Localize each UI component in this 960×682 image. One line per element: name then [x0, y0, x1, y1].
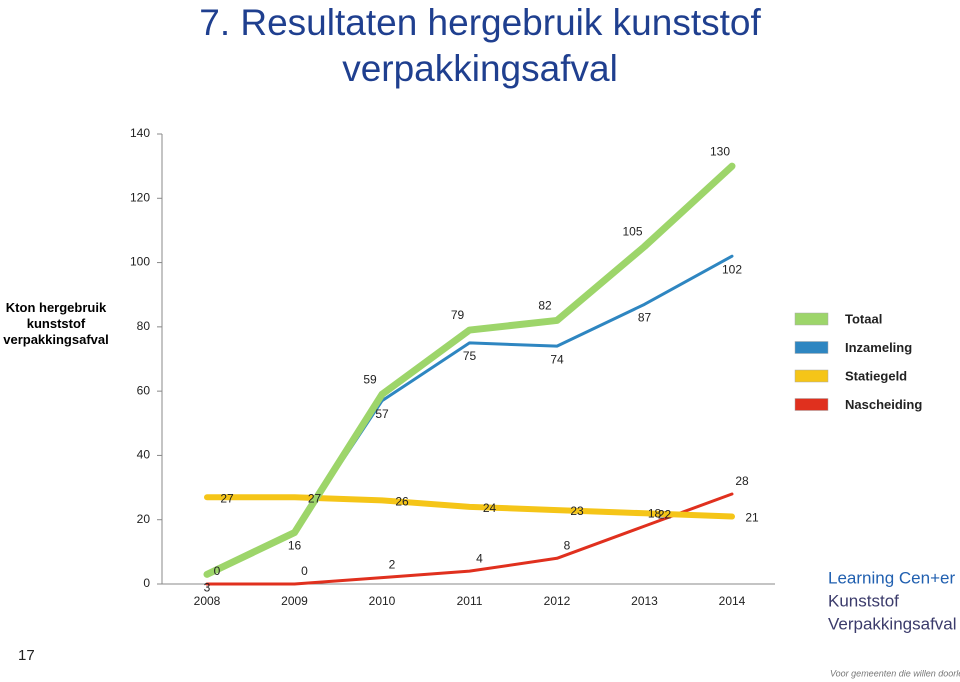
x-tick-label: 2008 — [194, 594, 221, 608]
logo-line: Learning Cen+er — [828, 568, 955, 587]
data-label: 130 — [710, 144, 730, 158]
y-tick-label: 140 — [130, 126, 150, 140]
y-tick-label: 20 — [137, 512, 151, 526]
legend-swatch — [794, 369, 829, 383]
x-tick-label: 2010 — [369, 594, 396, 608]
data-label: 0 — [301, 564, 308, 578]
slide-title: 7. Resultaten hergebruik kunststof verpa… — [199, 2, 761, 89]
data-label: 4 — [476, 551, 483, 565]
data-label: 3 — [204, 581, 211, 595]
data-label: 23 — [570, 504, 584, 518]
x-tick-label: 2009 — [281, 594, 308, 608]
data-label: 102 — [722, 262, 742, 276]
data-label: 105 — [622, 225, 642, 239]
legend-swatch — [794, 312, 829, 326]
data-label: 27 — [220, 491, 234, 505]
data-label: 26 — [395, 495, 409, 509]
data-label: 74 — [550, 352, 564, 366]
legend-swatch — [794, 398, 829, 411]
y-tick-label: 80 — [137, 319, 151, 333]
data-label: 8 — [564, 538, 571, 552]
series-line — [204, 494, 735, 520]
data-label: 16 — [288, 539, 302, 553]
data-label: 79 — [451, 308, 465, 322]
y-tick-label: 60 — [137, 383, 151, 397]
legend-label: Statiegeld — [845, 368, 907, 383]
logo-line: Kunststof — [828, 591, 899, 610]
data-label: 24 — [483, 501, 497, 515]
series-line — [205, 254, 734, 576]
legend-label: Inzameling — [845, 340, 912, 355]
data-label: 75 — [463, 349, 477, 363]
x-tick-label: 2014 — [719, 594, 746, 608]
legend-swatch — [794, 341, 829, 354]
data-label: 2 — [389, 558, 396, 572]
logo-line: Verpakkingsafval — [828, 614, 957, 633]
data-label: 18 — [648, 506, 662, 520]
logo-tagline: Voor gemeenten die willen doorleren — [830, 668, 960, 678]
x-tick-label: 2013 — [631, 594, 658, 608]
series-line — [205, 492, 734, 586]
y-tick-label: 120 — [130, 190, 150, 204]
legend-label: Totaal — [845, 311, 882, 326]
legend-label: Nascheiding — [845, 397, 922, 412]
y-tick-label: 0 — [143, 576, 150, 590]
data-label: 59 — [363, 373, 377, 387]
data-label: 22 — [658, 507, 672, 521]
y-tick-label: 40 — [137, 448, 151, 462]
x-tick-label: 2011 — [457, 594, 483, 608]
series-line — [203, 162, 736, 578]
data-label: 0 — [214, 564, 221, 578]
y-tick-label: 100 — [130, 255, 150, 269]
x-tick-label: 2012 — [544, 594, 571, 608]
data-label: 27 — [308, 491, 322, 505]
page-number: 17 — [18, 647, 35, 664]
data-label: 21 — [745, 511, 759, 525]
y-axis-label: Kton hergebruik kunststof verpakkingsafv… — [3, 300, 109, 347]
data-label: 57 — [375, 407, 389, 421]
data-label: 82 — [538, 299, 552, 313]
data-label: 28 — [735, 474, 749, 488]
data-label: 87 — [638, 311, 652, 325]
